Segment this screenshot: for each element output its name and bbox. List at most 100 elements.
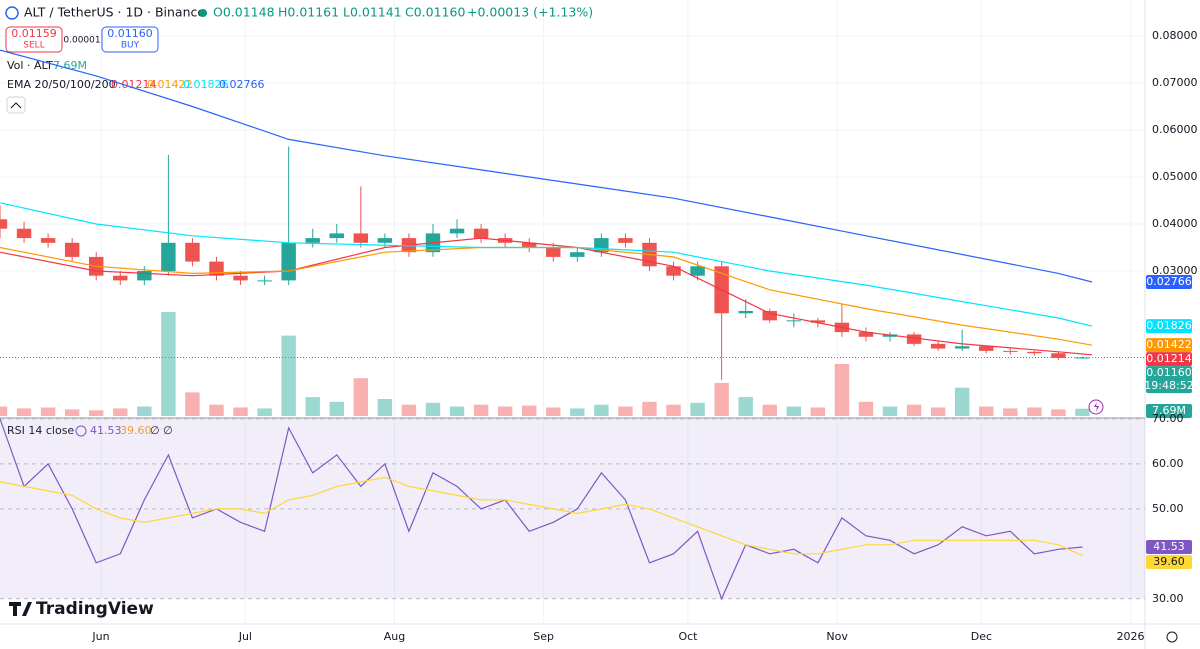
- grid-layer: [0, 0, 1145, 624]
- y-tick-label: 0.08000: [1152, 29, 1198, 42]
- rsi-line: [0, 476, 1083, 557]
- sell-price: 0.01159: [11, 27, 57, 40]
- rsi-axis-tag-text: 39.60: [1153, 555, 1185, 568]
- volume-bar: [89, 410, 104, 416]
- volume-bar: [834, 364, 850, 416]
- volume-bar: [377, 398, 393, 416]
- ema-axis-tag-text: 0.01214: [1146, 352, 1192, 365]
- symbol-title[interactable]: ALT / TetherUS · 1D · Binance: [24, 5, 205, 20]
- candle-body: [257, 280, 272, 282]
- x-tick-label: Jun: [91, 630, 109, 643]
- brand-logo[interactable]: [9, 602, 32, 616]
- volume-bar: [738, 397, 753, 416]
- symbol-icon[interactable]: [5, 6, 19, 20]
- candle-body: [1051, 353, 1066, 358]
- x-tick-label: Sep: [533, 630, 554, 643]
- candle-body: [40, 238, 56, 243]
- candle-body: [738, 310, 753, 314]
- ema-legend-value: 0.01422: [147, 78, 193, 91]
- settings-icon[interactable]: [1166, 631, 1178, 643]
- volume-bar: [618, 406, 633, 416]
- volume-axis-tag-bg: [1146, 404, 1192, 418]
- spread: 0.00001: [63, 36, 100, 46]
- rsi-value: 41.53: [90, 424, 122, 437]
- volume-bar: [401, 404, 417, 416]
- status-dot: [199, 9, 207, 17]
- ema-axis-tag: 0.01826: [1146, 319, 1192, 334]
- volume-bar: [786, 406, 802, 416]
- volume-bar: [714, 382, 729, 416]
- ohlc-low: L0.01141: [343, 5, 402, 20]
- candle-body: [209, 261, 224, 276]
- volume-bar: [113, 408, 128, 416]
- brand-name[interactable]: TradingView: [36, 599, 154, 619]
- volume-bar: [281, 335, 296, 416]
- volume-bar: [233, 407, 248, 416]
- ema-title[interactable]: EMA 20/50/100/200: [7, 78, 116, 91]
- vol-title[interactable]: Vol · ALT: [7, 59, 53, 72]
- volume-bar: [209, 404, 224, 416]
- volume-bar: [762, 404, 777, 416]
- candle-body: [16, 228, 32, 239]
- candle-body: [1075, 357, 1090, 359]
- rsi-axis-tag-text: 41.53: [1153, 540, 1185, 553]
- collapse-icon: [10, 102, 22, 109]
- candle-body: [786, 320, 802, 322]
- volume-axis-tag-text: 7.69M: [1152, 404, 1186, 417]
- collapse-button[interactable]: [6, 96, 26, 114]
- ema-axis-tag-bg: [1146, 319, 1192, 334]
- volume-bar: [594, 404, 609, 416]
- ohlc-open: O0.01148: [213, 5, 275, 20]
- volume-bar: [40, 407, 56, 416]
- volume-bar: [882, 406, 898, 416]
- volume-bar: [1075, 408, 1090, 416]
- ohlc-close: C0.01160: [405, 5, 465, 20]
- candle-body: [185, 242, 200, 262]
- rsi-line: [0, 418, 1083, 601]
- rsi-title[interactable]: RSI 14 close: [7, 424, 74, 437]
- candle-body: [762, 310, 777, 321]
- candle-body: [161, 242, 176, 271]
- candle-body: [906, 334, 922, 344]
- alert-bolt: [1094, 402, 1099, 412]
- volume-bar: [257, 408, 272, 416]
- rsi-ma-value: 39.60: [120, 424, 152, 437]
- candle-body: [979, 346, 994, 351]
- volume-bar: [305, 397, 320, 416]
- candle-body: [570, 252, 585, 257]
- ema-legend-value: 0.01826: [183, 78, 229, 91]
- rsi-tick-label: 70.00: [1152, 412, 1184, 425]
- volume-bar: [161, 312, 176, 416]
- candle-body: [954, 346, 970, 349]
- volume-bar: [473, 404, 489, 416]
- x-tick-label: Oct: [678, 630, 698, 643]
- y-tick-label: 0.04000: [1152, 217, 1198, 230]
- candle-body: [305, 238, 320, 243]
- volume-axis-tag: 7.69M: [1146, 404, 1192, 418]
- rsi-tick-label: 30.00: [1152, 592, 1184, 605]
- candle-body: [618, 238, 633, 243]
- volume-bar: [425, 402, 441, 416]
- candle-body: [137, 271, 152, 281]
- ema-axis-tag-bg: [1146, 352, 1192, 367]
- volume-bar: [930, 407, 946, 416]
- candle-body: [473, 228, 489, 239]
- y-tick-label: 0.07000: [1152, 76, 1198, 89]
- candle-body: [930, 343, 946, 349]
- ema-legend-value: 0.01214: [111, 78, 157, 91]
- sell-button[interactable]: [5, 26, 63, 53]
- candle-body: [0, 219, 8, 229]
- rsi-axis-tag: 41.53: [1146, 539, 1192, 554]
- volume-bar: [497, 406, 513, 416]
- vol-value: 7.69M: [53, 59, 87, 72]
- volume-bar: [329, 401, 344, 416]
- buy-button[interactable]: [101, 26, 159, 53]
- x-tick-label: 2026: [1117, 630, 1145, 643]
- candle-body: [1027, 351, 1042, 354]
- volume-bar: [858, 401, 874, 416]
- volume-bar: [810, 407, 826, 416]
- volume-bar: [16, 408, 32, 416]
- rsi-extra: ∅ ∅: [150, 424, 173, 437]
